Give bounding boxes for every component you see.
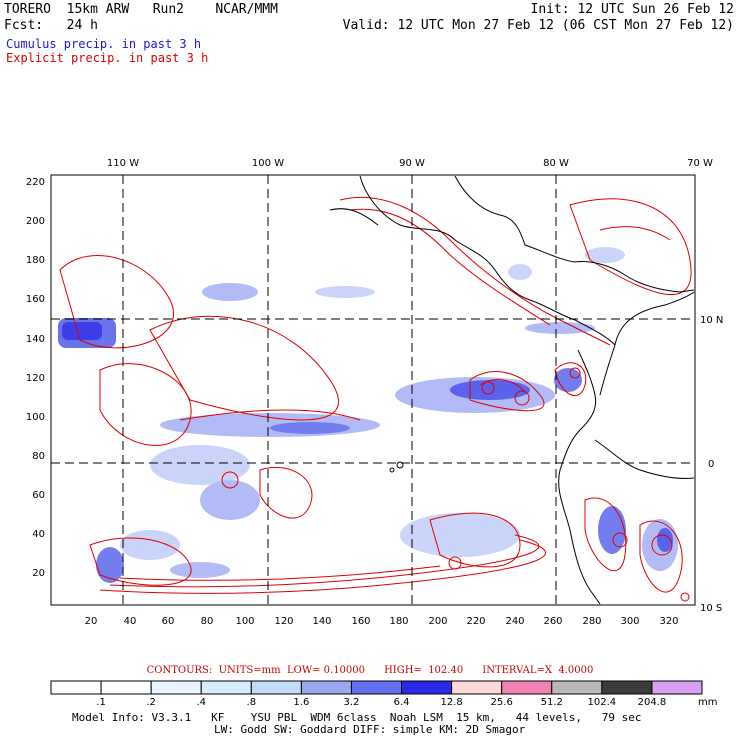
colorbar-label: 6.4 <box>394 697 410 708</box>
colorbar-unit: mm <box>698 697 717 708</box>
precip-colorbar: .1 .2 .4 .8 1.6 3.2 6.4 12.8 25.6 51.2 102.4 204.8 <box>50 680 703 708</box>
svg-text:180: 180 <box>26 255 45 266</box>
colorbar-swatch <box>300 680 352 695</box>
svg-text:160: 160 <box>351 616 370 627</box>
colorbar-label: 51.2 <box>541 697 563 708</box>
colorbar-swatch <box>401 680 453 695</box>
colorbar-swatch <box>501 680 553 695</box>
x-axis-ticks: 20 40 60 80 100 120 140 160 180 200 220 … <box>85 616 679 627</box>
svg-text:20: 20 <box>85 616 98 627</box>
right-latitude-ticks: 10 N 0 10 S <box>700 315 723 614</box>
colorbar-swatch <box>350 680 403 695</box>
svg-text:220: 220 <box>26 177 45 188</box>
svg-text:120: 120 <box>274 616 293 627</box>
svg-text:160: 160 <box>26 294 45 305</box>
svg-text:120: 120 <box>26 373 45 384</box>
model-info-line1: Model Info: V3.3.1 KF YSU PBL WDM 6class… <box>72 711 642 724</box>
colorbar-label: .4 <box>196 697 206 708</box>
init-time: Init: 12 UTC Sun 26 Feb 12 <box>530 2 735 17</box>
svg-text:60: 60 <box>162 616 175 627</box>
colorbar-swatch <box>451 680 503 695</box>
colorbar-swatch <box>601 680 653 695</box>
svg-text:200: 200 <box>26 216 45 227</box>
svg-text:80: 80 <box>32 451 45 462</box>
lon-tick: 100 W <box>252 158 284 169</box>
model-info-line2: LW: Godd SW: Goddard DIFF: simple KM: 2D… <box>214 723 526 736</box>
colorbar-label: .1 <box>96 697 106 708</box>
svg-text:20: 20 <box>32 568 45 579</box>
cumulus-shading <box>58 247 678 583</box>
svg-text:40: 40 <box>32 529 45 540</box>
svg-text:260: 260 <box>543 616 562 627</box>
svg-text:80: 80 <box>201 616 214 627</box>
lat-tick: 10 S <box>700 603 722 614</box>
y-axis-ticks: 220 200 180 160 140 120 100 80 60 40 20 <box>26 177 45 579</box>
svg-text:140: 140 <box>26 334 45 345</box>
colorbar-label: 3.2 <box>344 697 360 708</box>
svg-text:40: 40 <box>124 616 137 627</box>
svg-text:100: 100 <box>235 616 254 627</box>
svg-text:100: 100 <box>26 412 45 423</box>
lat-tick: 0 <box>708 459 714 470</box>
svg-text:240: 240 <box>505 616 524 627</box>
cumulus-legend: Cumulus precip. in past 3 h <box>6 37 202 51</box>
colorbar-label: 25.6 <box>491 697 513 708</box>
colorbar-label: 12.8 <box>440 697 462 708</box>
forecast-hour: Fcst: 24 h <box>4 18 98 33</box>
valid-time: Valid: 12 UTC Mon 27 Feb 12 (06 CST Mon … <box>342 18 734 33</box>
colorbar-swatch <box>50 680 102 695</box>
svg-text:180: 180 <box>389 616 408 627</box>
lon-tick: 110 W <box>107 158 139 169</box>
colorbar-swatch <box>551 680 603 695</box>
svg-text:320: 320 <box>659 616 678 627</box>
colorbar-label: 102.4 <box>588 697 617 708</box>
explicit-legend: Explicit precip. in past 3 h <box>6 51 209 65</box>
svg-text:220: 220 <box>466 616 485 627</box>
svg-text:140: 140 <box>312 616 331 627</box>
colorbar-swatch <box>100 680 152 695</box>
colorbar-label: 204.8 <box>638 697 667 708</box>
lat-tick: 10 N <box>700 315 723 326</box>
svg-text:60: 60 <box>32 490 45 501</box>
lon-tick: 90 W <box>399 158 425 169</box>
colorbar-label: .2 <box>146 697 156 708</box>
contours-info: CONTOURS: UNITS=mm LOW= 0.10000 HIGH= 10… <box>146 665 594 676</box>
svg-text:300: 300 <box>620 616 639 627</box>
colorbar-label: 1.6 <box>293 697 309 708</box>
lon-tick: 80 W <box>543 158 569 169</box>
latlon-grid <box>51 175 695 605</box>
coastlines <box>329 175 695 605</box>
lon-tick: 70 W <box>687 158 713 169</box>
colorbar-swatch <box>150 680 202 695</box>
svg-text:200: 200 <box>428 616 447 627</box>
colorbar-swatch <box>250 680 302 695</box>
model-title: TORERO 15km ARW Run2 NCAR/MMM <box>4 2 278 17</box>
svg-text:280: 280 <box>582 616 601 627</box>
colorbar-swatch <box>651 680 703 695</box>
colorbar-swatch <box>200 680 252 695</box>
colorbar-label: .8 <box>247 697 257 708</box>
explicit-contours <box>59 196 692 602</box>
top-longitude-ticks: 110 W 100 W 90 W 80 W 70 W <box>107 158 713 169</box>
